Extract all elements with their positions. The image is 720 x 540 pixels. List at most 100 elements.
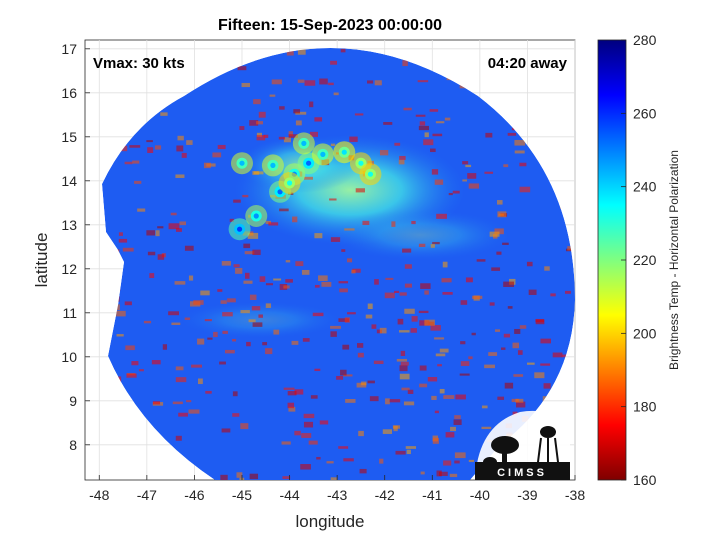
x-tick-label: -40: [470, 487, 490, 503]
texture-pixel: [436, 213, 447, 219]
texture-pixel: [170, 212, 177, 216]
texture-pixel: [207, 337, 213, 340]
cold-cell-core: [305, 160, 312, 166]
texture-pixel: [131, 361, 139, 366]
texture-pixel: [516, 401, 526, 408]
texture-pixel: [406, 449, 411, 455]
texture-pixel: [399, 155, 406, 161]
texture-pixel: [330, 331, 337, 337]
texture-pixel: [175, 435, 182, 441]
texture-pixel: [314, 233, 323, 239]
texture-pixel: [430, 325, 441, 331]
texture-pixel: [328, 82, 334, 86]
y-tick-label: 15: [61, 129, 77, 145]
texture-pixel: [157, 226, 164, 229]
texture-pixel: [351, 269, 356, 274]
x-tick-label: -46: [184, 487, 204, 503]
texture-pixel: [373, 360, 384, 365]
texture-pixel: [484, 364, 495, 369]
texture-pixel: [160, 112, 168, 116]
texture-pixel: [184, 317, 191, 320]
texture-pixel: [330, 477, 338, 480]
y-tick-label: 16: [61, 85, 77, 101]
texture-pixel: [253, 171, 264, 175]
texture-pixel: [550, 293, 556, 297]
texture-pixel: [188, 409, 200, 414]
texture-pixel: [513, 374, 524, 377]
texture-pixel: [427, 377, 438, 382]
time-away-annotation: 04:20 away: [488, 55, 568, 72]
x-tick-label: -44: [279, 487, 299, 503]
texture-pixel: [302, 338, 310, 342]
texture-pixel: [498, 213, 504, 216]
texture-pixel: [354, 113, 364, 116]
texture-pixel: [435, 353, 446, 357]
texture-pixel: [437, 364, 442, 367]
texture-pixel: [197, 338, 205, 345]
cold-cell-core: [367, 171, 374, 177]
texture-pixel: [203, 162, 211, 169]
texture-pixel: [574, 235, 575, 242]
colorbar-tick-label: 260: [633, 105, 657, 121]
texture-pixel: [344, 317, 350, 323]
texture-pixel: [347, 312, 356, 315]
texture-pixel: [116, 310, 126, 317]
texture-pixel: [310, 395, 318, 399]
texture-pixel: [178, 412, 188, 417]
texture-pixel: [379, 327, 387, 334]
texture-pixel: [410, 328, 417, 333]
texture-pixel: [361, 381, 367, 386]
texture-pixel: [249, 473, 259, 480]
texture-pixel: [419, 383, 428, 388]
cimss-logo: CIMSS: [475, 410, 570, 480]
texture-pixel: [252, 322, 263, 327]
texture-pixel: [544, 266, 550, 271]
texture-pixel: [265, 283, 274, 286]
texture-pixel: [288, 134, 298, 138]
texture-pixel: [578, 142, 586, 147]
texture-pixel: [418, 243, 426, 247]
texture-pixel: [402, 248, 412, 253]
texture-pixel: [333, 92, 339, 96]
texture-pixel: [371, 324, 377, 329]
texture-pixel: [330, 237, 341, 242]
colorbar-label: Brightness Temp - Horizontal Polarizatio…: [667, 150, 681, 370]
texture-pixel: [436, 470, 442, 477]
texture-pixel: [205, 390, 212, 394]
texture-pixel: [385, 398, 390, 405]
texture-pixel: [445, 432, 455, 438]
texture-pixel: [162, 344, 168, 350]
cold-cell-core: [358, 160, 364, 166]
plot-axes: -48 -47 -46 -45 -44 -43 -42 -41 -40 -39 -38 8 9 10 11…: [61, 39, 586, 503]
texture-pixel: [149, 273, 155, 279]
texture-pixel: [301, 269, 310, 275]
texture-pixel: [288, 131, 293, 137]
texture-pixel: [294, 430, 301, 436]
texture-pixel: [476, 259, 486, 262]
texture-pixel: [329, 198, 337, 201]
x-tick-label: -39: [517, 487, 537, 503]
texture-pixel: [304, 176, 313, 180]
texture-pixel: [259, 276, 266, 282]
texture-pixel: [233, 199, 241, 203]
texture-pixel: [462, 161, 469, 165]
texture-pixel: [432, 133, 443, 137]
texture-pixel: [503, 164, 509, 168]
texture-pixel: [338, 446, 349, 449]
texture-pixel: [340, 48, 346, 53]
texture-pixel: [222, 312, 233, 317]
texture-pixel: [398, 330, 410, 333]
texture-pixel: [146, 140, 153, 143]
texture-pixel: [407, 389, 414, 394]
cold-cells: [228, 132, 382, 241]
texture-pixel: [265, 303, 272, 308]
texture-pixel: [314, 117, 323, 122]
texture-pixel: [151, 360, 161, 365]
texture-pixel: [512, 411, 518, 416]
texture-pixel: [181, 152, 187, 158]
texture-pixel: [418, 125, 430, 131]
texture-pixel: [402, 60, 408, 67]
colorbar-tick-label: 180: [633, 399, 657, 415]
texture-pixel: [450, 426, 456, 432]
texture-pixel: [220, 300, 227, 304]
